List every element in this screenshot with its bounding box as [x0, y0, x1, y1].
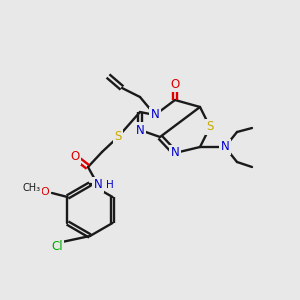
Text: Cl: Cl — [51, 239, 63, 253]
Text: H: H — [106, 180, 114, 190]
Text: O: O — [170, 77, 180, 91]
Text: N: N — [220, 140, 230, 154]
Text: O: O — [70, 151, 80, 164]
Text: N: N — [94, 178, 102, 191]
Text: CH₃: CH₃ — [23, 183, 41, 193]
Text: O: O — [40, 187, 50, 197]
Text: N: N — [151, 109, 159, 122]
Text: N: N — [171, 146, 179, 160]
Text: S: S — [206, 121, 214, 134]
Text: S: S — [114, 130, 122, 143]
Text: N: N — [136, 124, 144, 136]
